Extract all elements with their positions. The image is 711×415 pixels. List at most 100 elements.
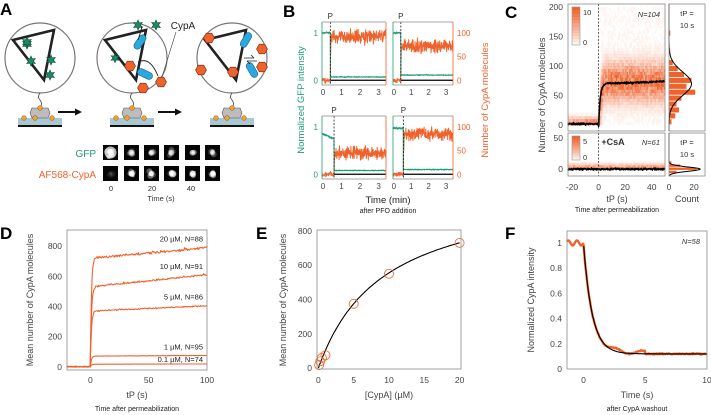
heatmap-cell	[615, 165, 618, 168]
gfp-trace	[392, 31, 454, 77]
panel-label-a: A	[0, 0, 12, 19]
heatmap-cell	[633, 60, 635, 64]
heatmap-cell	[659, 42, 662, 46]
heatmap-cell	[573, 161, 575, 164]
heatmap-cell	[613, 119, 615, 123]
heatmap-cell	[655, 161, 658, 164]
heatmap-cell	[659, 104, 662, 108]
heatmap-cell	[645, 101, 647, 105]
heatmap-cell	[576, 161, 578, 164]
heatmap-cell	[623, 54, 626, 58]
x-tick-label: 0	[392, 182, 397, 191]
heatmap-cell	[651, 89, 654, 93]
heatmap-cell	[662, 30, 664, 34]
heatmap-cell	[611, 113, 614, 117]
heatmap-cell	[642, 110, 644, 114]
heatmap-cell	[655, 15, 658, 19]
heatmap-cell	[615, 15, 618, 19]
heatmap-cell	[655, 86, 658, 90]
heatmap-cell	[655, 69, 658, 73]
heatmap-cell	[605, 163, 607, 166]
heatmap-cell	[572, 165, 574, 168]
micrograph-spot	[169, 150, 174, 155]
heatmap-cell	[645, 92, 647, 96]
time-tick-label: 0	[109, 184, 113, 193]
heatmap-cell	[634, 161, 636, 164]
heatmap-cell	[617, 42, 619, 46]
heatmap-cell	[634, 95, 636, 99]
heatmap-cell	[613, 161, 615, 164]
heatmap-cell	[610, 33, 613, 37]
y-tick-label: 0	[314, 76, 319, 85]
heatmap-cell	[618, 77, 621, 81]
colorbar-frame	[571, 6, 581, 46]
heatmap-cell	[626, 92, 629, 96]
heatmap-cell	[658, 83, 660, 87]
colorbar-step	[572, 19, 580, 24]
heatmap-cell	[650, 83, 652, 87]
heatmap-cell	[607, 119, 610, 123]
heatmap-cell	[611, 107, 614, 111]
y-tick-label: 1	[557, 238, 562, 248]
heatmap-cell	[605, 7, 607, 11]
heatmap-cell	[631, 101, 634, 105]
heatmap-cell	[607, 101, 610, 105]
heatmap-cell	[641, 12, 643, 17]
heatmap-cell	[637, 63, 639, 67]
heatmap-cell	[601, 66, 603, 70]
heatmap-cell	[655, 45, 658, 49]
heatmap-cell	[623, 71, 626, 76]
heatmap-cell	[602, 107, 605, 111]
heatmap-cell	[594, 163, 597, 166]
heatmap-cell	[662, 98, 664, 102]
heatmap-cell	[631, 30, 634, 34]
heatmap-cell	[625, 163, 627, 166]
heatmap-cell	[623, 95, 626, 99]
heatmap-cell	[591, 165, 594, 168]
heatmap-cell	[601, 161, 603, 164]
colorbar-step	[572, 16, 580, 20]
heatmap-cell	[586, 119, 589, 123]
heatmap-cell	[642, 113, 644, 117]
heatmap-cell	[630, 161, 633, 164]
heatmap-cell	[603, 110, 606, 114]
data-point	[454, 237, 465, 248]
heatmap-cell	[605, 60, 607, 64]
heatmap-cell	[605, 83, 607, 87]
heatmap-cell	[595, 116, 598, 120]
heatmap-cell	[605, 48, 607, 52]
heatmap-cell	[610, 57, 613, 61]
heatmap-cell	[587, 161, 590, 164]
micrograph-frame-gfp	[164, 145, 179, 160]
heatmap-cell	[611, 165, 614, 168]
micrograph-spot	[210, 171, 215, 176]
micrograph-speckle	[209, 150, 216, 156]
heatmap-cell	[631, 161, 634, 164]
heatmap-cell	[659, 54, 662, 58]
heatmap-cell	[627, 101, 630, 105]
heatmap-cell	[646, 57, 648, 61]
heatmap-cell	[599, 27, 602, 31]
heatmap-cell	[649, 24, 651, 28]
heatmap-cell	[611, 71, 614, 76]
plot-frame	[66, 229, 208, 371]
heatmap-cell	[586, 165, 589, 168]
heatmap-cell	[659, 122, 662, 126]
heatmap-cell	[606, 165, 609, 168]
heatmap-cell	[623, 33, 626, 37]
heatmap-cell	[641, 42, 643, 46]
heatmap-cell	[651, 119, 654, 123]
heatmap-cell	[635, 92, 638, 96]
heatmap-cell	[638, 33, 640, 37]
time-tick-label: 40	[187, 184, 195, 193]
heatmap-cell	[634, 18, 636, 22]
heatmap-cell	[635, 42, 638, 46]
heatmap-cell	[572, 116, 574, 120]
heatmap-cell	[630, 86, 633, 90]
heatmap-cell	[658, 63, 660, 67]
heatmap-cell	[659, 27, 662, 31]
heatmap-cell	[625, 15, 627, 19]
heatmap-cell	[650, 86, 652, 90]
heatmap-cell	[603, 165, 606, 168]
